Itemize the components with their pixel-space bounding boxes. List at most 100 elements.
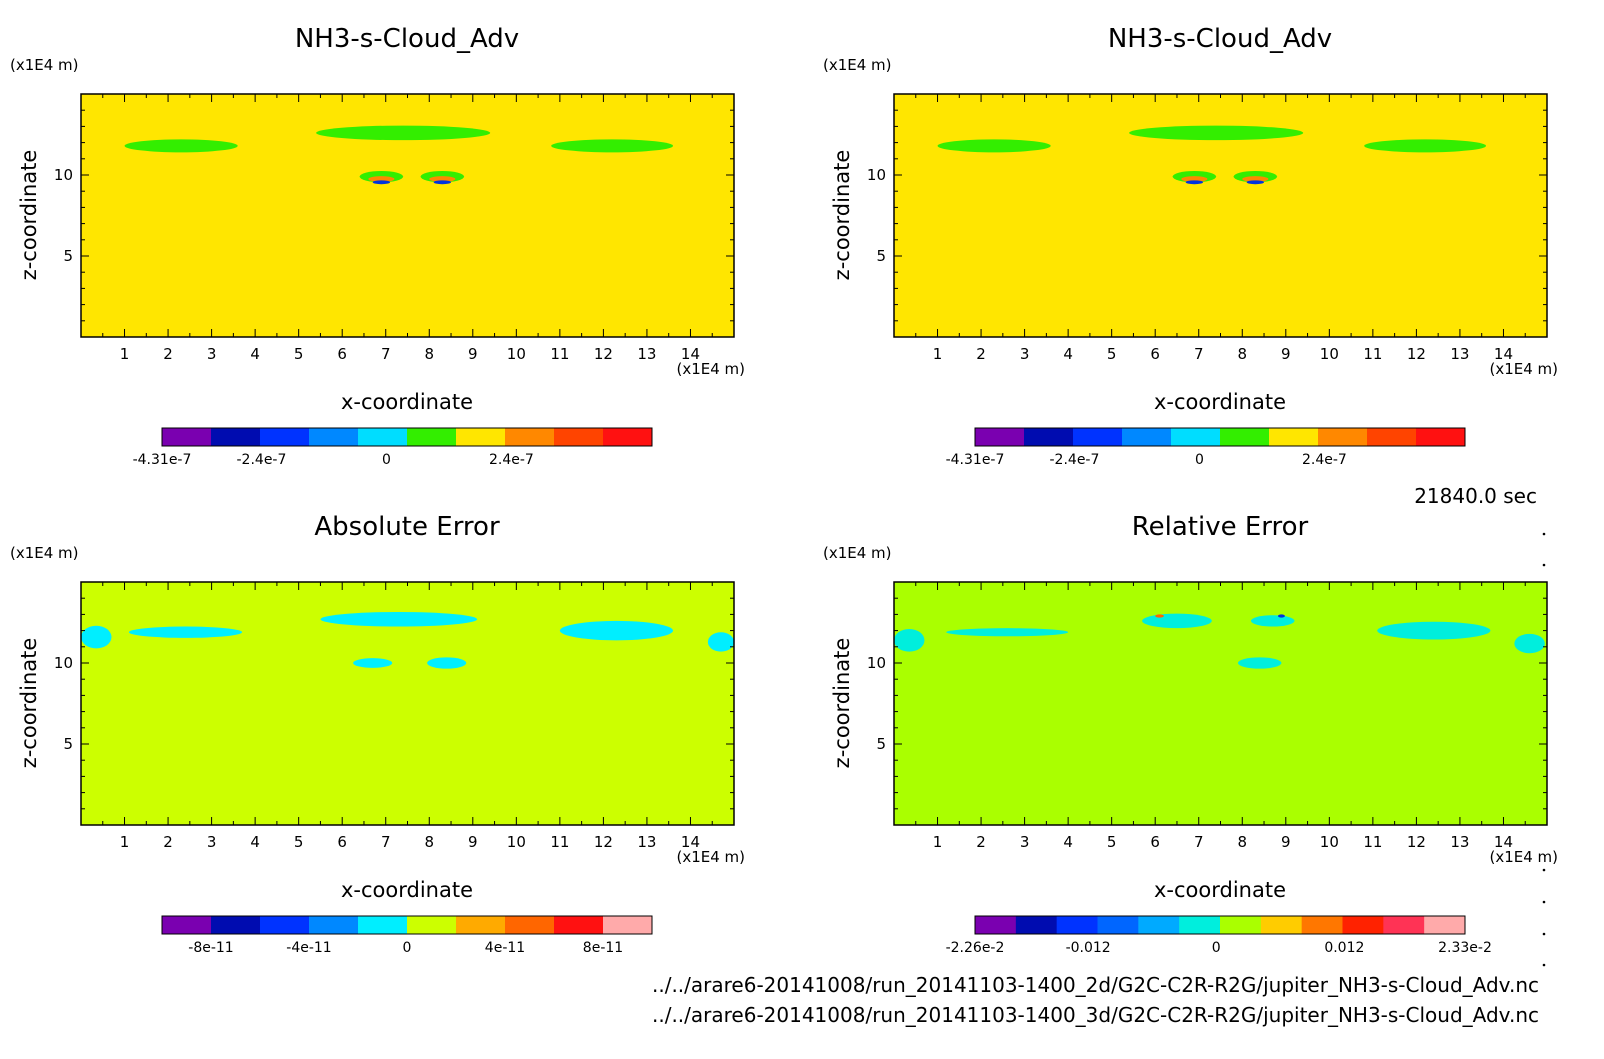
x-tick-label: 14 [681,833,700,851]
heatmap-region [368,176,395,182]
x-tick-label: 10 [1320,345,1339,363]
colorbar-swatch [975,916,1017,934]
x-tick-label: 11 [1363,345,1382,363]
x-unit-label: (x1E4 m) [676,848,745,866]
colorbar-swatch [260,428,310,446]
y-tick-label: 10 [867,654,886,672]
colorbar-swatch [162,916,212,934]
colorbar-tick-label: -4.31e-7 [946,452,1005,468]
x-tick-label: 7 [381,345,391,363]
heatmap-region [433,180,452,185]
x-tick-label: 12 [594,833,613,851]
colorbar-swatch [456,428,506,446]
colorbar-tick-label: 2.33e-2 [1438,940,1492,956]
x-tick-label: 7 [381,833,391,851]
colorbar-tick-label: -2.26e-2 [946,940,1005,956]
y-axis-label: z-coordinate [17,638,41,769]
x-axis-label: x-coordinate [1154,390,1286,414]
y-tick-label: 10 [867,166,886,184]
chart-title: Absolute Error [314,512,500,542]
colorbar-swatch [1220,916,1262,934]
colorbar-tick-label: -8e-11 [188,940,233,956]
heatmap-region [894,628,925,652]
colorbar-swatch [407,916,457,934]
colorbar-swatch [1260,916,1303,934]
heatmap-region [1364,139,1487,153]
colorbar-swatch [1318,428,1368,446]
heatmap-region [1142,613,1212,629]
x-tick-label: 8 [1237,345,1247,363]
colorbar-tick-label: 4e-11 [485,940,525,956]
heatmap-region [1129,125,1304,141]
heatmap-region [353,658,393,668]
x-tick-label: 2 [976,345,986,363]
heatmap-region [320,611,478,627]
x-tick-label: 14 [1494,833,1513,851]
x-tick-label: 3 [1020,345,1030,363]
colorbar-swatch [211,916,261,934]
x-tick-label: 5 [1107,833,1117,851]
chart-title: NH3-s-Cloud_Adv [1108,24,1332,54]
x-tick-label: 8 [1237,833,1247,851]
x-tick-label: 7 [1194,345,1204,363]
colorbar-swatch [309,428,359,446]
x-tick-label: 11 [550,345,569,363]
heatmap-region [128,626,243,638]
colorbar-swatch [1416,428,1466,446]
heatmap-region [707,632,734,652]
x-axis-label: x-coordinate [341,878,473,902]
edge-dots [1542,532,1546,967]
colorbar-swatch [1122,428,1172,446]
colorbar-swatch [358,916,408,934]
colorbar-swatch [1073,428,1123,446]
colorbar-swatch [1301,916,1343,934]
heatmap-region [1185,180,1204,185]
chart-panel-3: Absolute Error(x1E4 m)1 2 3 4 5 6 7 8 9 10 11 12 13 1… [10,512,745,956]
colorbar-tick-label: -4e-11 [286,940,331,956]
colorbar-frame [161,915,653,935]
y-unit-label: (x1E4 m) [823,56,892,74]
x-axis-label: x-coordinate [341,390,473,414]
x-tick-label: 1 [933,345,943,363]
x-tick-label: 14 [681,345,700,363]
x-unit-label: (x1E4 m) [676,360,745,378]
x-tick-label: 4 [1063,833,1073,851]
colorbar-swatch [1097,916,1139,934]
x-tick-label: 10 [507,345,526,363]
x-tick-label: 4 [250,833,260,851]
x-tick-label: 3 [207,345,217,363]
heatmap-region [1242,176,1269,182]
x-tick-label: 8 [424,345,434,363]
heatmap-region [427,657,467,669]
y-tick-label: 5 [876,247,886,265]
chart-panel-4: Relative Error(x1E4 m)1 2 3 4 5 6 7 8 9 10 11 12 13 1… [823,512,1558,956]
colorbar-swatch [1424,916,1466,934]
y-axis-label: z-coordinate [830,150,854,281]
chart-panel-1: NH3-s-Cloud_Adv(x1E4 m)1 2 3 4 5 6 7 8 9 10 11 12 13… [10,24,745,468]
x-tick-label: 6 [1150,345,1160,363]
x-tick-label: 12 [594,345,613,363]
x-tick-label: 13 [637,833,656,851]
x-tick-label: 6 [337,345,347,363]
y-tick-label: 5 [63,735,73,753]
y-tick-label: 5 [876,735,886,753]
time-label: 21840.0 sec [1414,484,1537,508]
x-tick-label: 9 [1281,345,1291,363]
x-tick-label: 2 [163,833,173,851]
y-unit-label: (x1E4 m) [10,544,79,562]
y-unit-label: (x1E4 m) [10,56,79,74]
heatmap-region [1277,614,1285,618]
colorbar-swatch [260,916,310,934]
colorbar-swatch [554,916,604,934]
x-tick-label: 7 [1194,833,1204,851]
colorbar-frame [161,427,653,447]
x-tick-label: 11 [550,833,569,851]
x-tick-label: 5 [294,345,304,363]
heatmap-region [559,620,674,641]
x-unit-label: (x1E4 m) [1489,848,1558,866]
y-axis-label: z-coordinate [17,150,41,281]
colorbar-swatch [211,428,261,446]
x-tick-label: 10 [1320,833,1339,851]
file-path-2d: ../../arare6-20141008/run_20141103-1400_… [652,973,1539,997]
x-tick-label: 13 [1450,833,1469,851]
